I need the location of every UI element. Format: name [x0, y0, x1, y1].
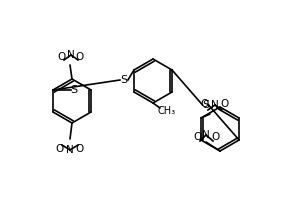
Text: S: S	[70, 85, 77, 95]
Text: O: O	[201, 99, 209, 109]
Text: O: O	[56, 144, 64, 154]
Text: O: O	[58, 52, 66, 62]
Text: N: N	[211, 100, 219, 110]
Text: CH₃: CH₃	[158, 106, 176, 116]
Text: S: S	[120, 75, 127, 85]
Text: O: O	[212, 132, 220, 142]
Text: O: O	[221, 99, 229, 109]
Text: N: N	[66, 145, 74, 155]
Text: O: O	[76, 144, 84, 154]
Text: O: O	[76, 52, 84, 62]
Text: S: S	[202, 100, 209, 110]
Text: N: N	[67, 50, 75, 60]
Text: N: N	[202, 130, 210, 140]
Text: O: O	[194, 132, 202, 142]
